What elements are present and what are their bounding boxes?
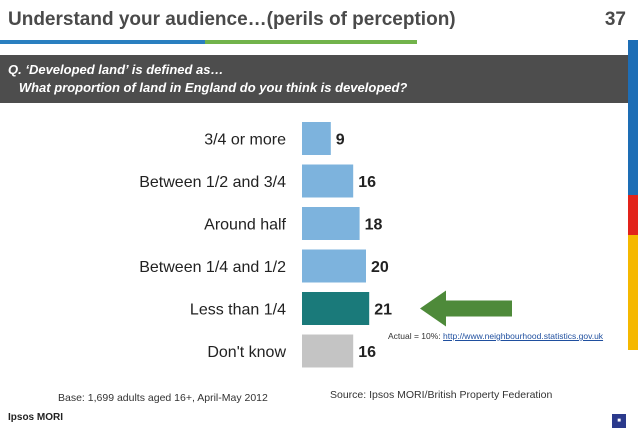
data-label: 20 xyxy=(371,259,389,276)
category-label: Don't know xyxy=(207,344,286,361)
data-label: 21 xyxy=(374,302,392,319)
bar xyxy=(302,122,331,155)
data-label: 18 xyxy=(365,217,383,234)
category-label: 3/4 or more xyxy=(204,132,286,149)
bar xyxy=(302,292,370,325)
actual-annotation: Actual = 10%: http://www.neighbourhood.s… xyxy=(388,331,603,341)
category-label: Around half xyxy=(204,217,286,234)
question-line-1: Q. ‘Developed land’ is defined as… xyxy=(8,62,224,77)
base-note: Base: 1,699 adults aged 16+, April-May 2… xyxy=(58,392,268,404)
side-strip-red xyxy=(628,195,638,235)
page-title: Understand your audience…(perils of perc… xyxy=(8,9,456,30)
category-label: Between 1/4 and 1/2 xyxy=(139,259,286,276)
ipsos-logo: Ipsos MORI xyxy=(8,412,64,423)
side-strip-blue xyxy=(628,40,638,195)
header-bar-blue xyxy=(0,40,205,44)
header-bar-green xyxy=(205,40,417,44)
bar-chart: 3/4 or more 9 Between 1/2 and 3/4 16 Around … xyxy=(139,122,512,368)
category-label: Between 1/2 and 3/4 xyxy=(139,174,286,191)
question-box: Q. ‘Developed land’ is defined as… What … xyxy=(0,55,628,103)
source-note: Source: Ipsos MORI/British Property Fede… xyxy=(330,389,553,401)
ipsos-logo-icon: ■ xyxy=(612,414,626,428)
actual-link[interactable]: http://www.neighbourhood.statistics.gov.… xyxy=(443,331,604,341)
bar xyxy=(302,334,354,368)
actual-text: Actual = 10%: xyxy=(388,331,444,341)
side-strip-yellow xyxy=(628,235,638,350)
bar xyxy=(302,249,366,283)
data-label: 16 xyxy=(358,344,376,361)
arrow-left-icon xyxy=(420,290,512,327)
question-line-2: What proportion of land in England do yo… xyxy=(8,80,408,95)
category-label: Less than 1/4 xyxy=(190,302,286,319)
bar xyxy=(302,164,354,198)
slide-number: 37 xyxy=(604,9,626,30)
data-label: 9 xyxy=(336,132,345,149)
data-label: 16 xyxy=(358,174,376,191)
bar xyxy=(302,207,360,240)
